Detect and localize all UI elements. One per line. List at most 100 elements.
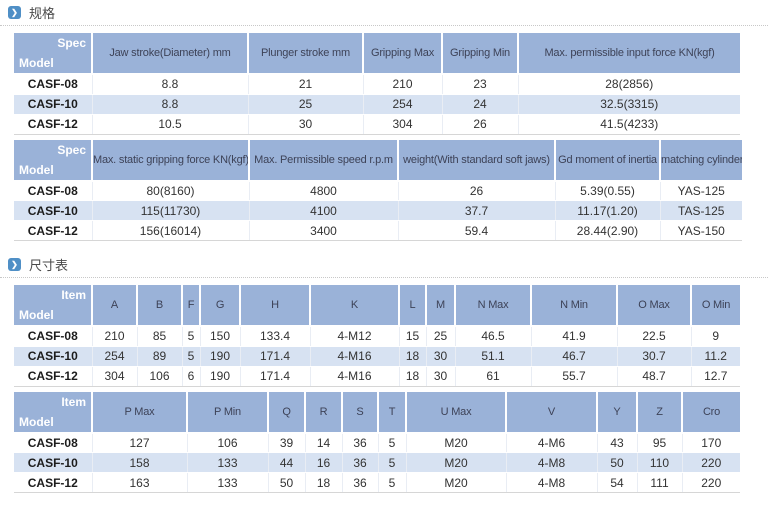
- value-cell: 11.17(1.20): [555, 200, 661, 221]
- value-cell: 6: [182, 366, 201, 387]
- value-cell: 4-M8: [506, 452, 598, 473]
- value-cell: 5: [182, 326, 201, 347]
- table-row: CASF-10 8.8 25 254 24 32.5(3315): [14, 94, 740, 115]
- column-header: Gd moment of inertia: [555, 139, 661, 182]
- value-cell: 106: [137, 366, 183, 387]
- value-cell: 4800: [249, 180, 399, 201]
- section-arrow-icon: ❯: [8, 6, 21, 19]
- header-row: Item Model A B F G H K L M N Max N Min O Max O Min: [14, 285, 740, 327]
- value-cell: 5: [378, 472, 407, 493]
- value-cell: 89: [137, 346, 183, 367]
- value-cell: 24: [442, 94, 519, 115]
- value-cell: 36: [342, 472, 379, 493]
- value-cell: 158: [92, 452, 188, 473]
- column-header: N Max: [455, 285, 532, 327]
- section-title: 尺寸表: [29, 258, 69, 273]
- corner-label-top: Spec: [57, 36, 86, 50]
- model-cell: CASF-12: [14, 114, 93, 135]
- column-header: G: [200, 285, 241, 327]
- dimension-tables-container: Item Model A B F G H K L M N Max N Min O Max O Min CAS…: [14, 285, 754, 493]
- value-cell: M20: [406, 432, 507, 453]
- value-cell: 30: [426, 366, 456, 387]
- table-row: CASF-10 115(11730) 4100 37.7 11.17(1.20) TAS-…: [14, 200, 742, 221]
- value-cell: M20: [406, 452, 507, 473]
- value-cell: 28(2856): [518, 74, 740, 95]
- corner-wrap: Item Model: [19, 288, 86, 322]
- value-cell: 46.5: [455, 326, 532, 347]
- model-cell: CASF-08: [14, 180, 93, 201]
- corner-wrap: Item Model: [19, 395, 86, 429]
- value-cell: 4-M16: [310, 366, 400, 387]
- column-header: T: [378, 391, 407, 434]
- table-row: CASF-08 80(8160) 4800 26 5.39(0.55) YAS-125: [14, 180, 742, 201]
- value-cell: 171.4: [240, 346, 311, 367]
- column-header: Y: [597, 391, 638, 434]
- corner-label-bottom: Model: [19, 308, 54, 322]
- corner-wrap: Spec Model: [19, 143, 86, 177]
- value-cell: 18: [399, 346, 427, 367]
- column-header: H: [240, 285, 311, 327]
- value-cell: 4-M12: [310, 326, 400, 347]
- section-divider: [0, 277, 768, 278]
- value-cell: 254: [92, 346, 138, 367]
- value-cell: 55.7: [531, 366, 618, 387]
- value-cell: 106: [187, 432, 269, 453]
- section-title: 规格: [29, 6, 56, 21]
- column-header: U Max: [406, 391, 507, 434]
- value-cell: 18: [305, 472, 343, 493]
- value-cell: 50: [268, 472, 306, 493]
- value-cell: 254: [363, 94, 443, 115]
- value-cell: 48.7: [617, 366, 692, 387]
- value-cell: 37.7: [398, 200, 556, 221]
- value-cell: 9: [691, 326, 740, 347]
- value-cell: 170: [682, 432, 740, 453]
- header-row: Spec Model Max. static gripping force KN(k…: [14, 139, 742, 182]
- value-cell: M20: [406, 472, 507, 493]
- column-header: K: [310, 285, 400, 327]
- column-header: Q: [268, 391, 306, 434]
- value-cell: 163: [92, 472, 188, 493]
- value-cell: 10.5: [92, 114, 249, 135]
- value-cell: 22.5: [617, 326, 692, 347]
- model-cell: CASF-10: [14, 346, 93, 367]
- value-cell: 304: [92, 366, 138, 387]
- value-cell: 111: [637, 472, 683, 493]
- value-cell: 39: [268, 432, 306, 453]
- model-cell: CASF-08: [14, 74, 93, 95]
- table-row: CASF-08 210 85 5 150 133.4 4-M12 15 25 46.5 41.9 22…: [14, 326, 740, 347]
- data-table: Item Model A B F G H K L M N Max N Min O Max O Min CAS…: [14, 285, 740, 387]
- column-header: A: [92, 285, 138, 327]
- value-cell: 11.2: [691, 346, 740, 367]
- column-header: matching cylinder: [660, 139, 742, 182]
- value-cell: 50: [597, 452, 638, 473]
- value-cell: 16: [305, 452, 343, 473]
- value-cell: 36: [342, 452, 379, 473]
- corner-label-bottom: Model: [19, 414, 54, 429]
- value-cell: 5: [182, 346, 201, 367]
- value-cell: 26: [398, 180, 556, 201]
- section-divider: [0, 25, 768, 26]
- corner-header-cell: Item Model: [14, 391, 93, 434]
- model-cell: CASF-08: [14, 432, 93, 453]
- column-header: Plunger stroke mm: [248, 33, 364, 75]
- value-cell: 220: [682, 472, 740, 493]
- value-cell: 54: [597, 472, 638, 493]
- table-row: CASF-12 304 106 6 190 171.4 4-M16 18 30 61 55.7 48.…: [14, 366, 740, 387]
- value-cell: YAS-125: [660, 180, 742, 201]
- model-cell: CASF-10: [14, 200, 93, 221]
- model-cell: CASF-12: [14, 220, 93, 241]
- column-header: B: [137, 285, 183, 327]
- table-row: CASF-08 8.8 21 210 23 28(2856): [14, 74, 740, 95]
- column-header: L: [399, 285, 427, 327]
- column-header: P Min: [187, 391, 269, 434]
- value-cell: 95: [637, 432, 683, 453]
- value-cell: YAS-150: [660, 220, 742, 241]
- value-cell: 15: [399, 326, 427, 347]
- section-dimensions: ❯ 尺寸表 Item Model A B F G H K L M N Max N Min O Max O …: [0, 256, 768, 493]
- column-header: N Min: [531, 285, 618, 327]
- value-cell: 150: [200, 326, 241, 347]
- column-header: V: [506, 391, 598, 434]
- section-header: ❯ 规格: [0, 4, 768, 21]
- column-header: Max. static gripping force KN(kgf): [92, 139, 250, 182]
- value-cell: 190: [200, 346, 241, 367]
